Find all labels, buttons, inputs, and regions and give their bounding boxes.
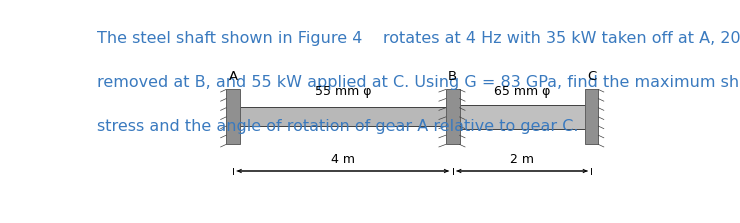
Text: 2 m: 2 m (510, 153, 534, 166)
Text: B: B (448, 70, 457, 83)
Bar (226, 89, 240, 144)
Bar (460, 105, 595, 129)
Text: stress and the angle of rotation of gear A relative to gear C.: stress and the angle of rotation of gear… (97, 119, 579, 134)
Bar (585, 89, 599, 144)
Text: 4 m: 4 m (331, 153, 355, 166)
Text: C: C (587, 70, 596, 83)
Text: removed at B, and 55 kW applied at C. Using G = 83 GPa, find the maximum shearin: removed at B, and 55 kW applied at C. Us… (97, 75, 740, 90)
Text: 55 mm φ: 55 mm φ (314, 85, 371, 98)
Bar (240, 107, 453, 126)
Bar (445, 89, 460, 144)
Text: The steel shaft shown in Figure 4    rotates at 4 Hz with 35 kW taken off at A, : The steel shaft shown in Figure 4 rotate… (97, 31, 740, 46)
Text: A: A (229, 70, 238, 83)
Text: 65 mm φ: 65 mm φ (494, 85, 551, 98)
